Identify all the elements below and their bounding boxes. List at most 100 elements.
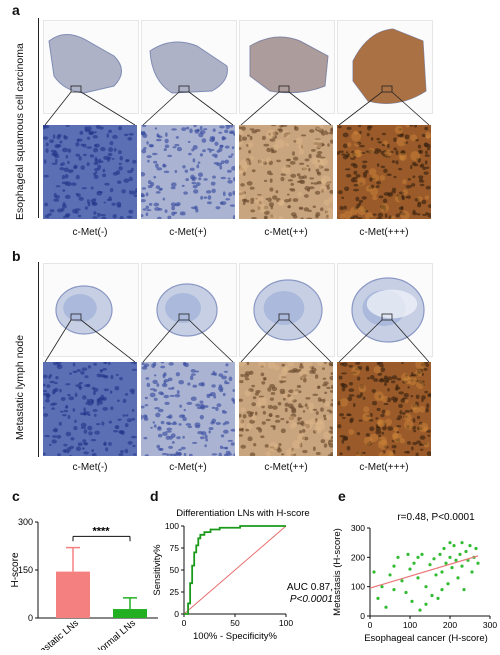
panel-a-thumbnail-4 bbox=[337, 20, 433, 114]
reference-line bbox=[183, 525, 287, 615]
zoom-box bbox=[178, 313, 190, 321]
x-axis-label: 100% - Specificity% bbox=[193, 631, 278, 642]
x-axis-label: Esophageal cancer (H-score) bbox=[364, 633, 488, 644]
p-annotation: P<0.0001 bbox=[290, 594, 333, 605]
x-tick-label: 100 bbox=[279, 618, 293, 628]
panel-e-label: e bbox=[338, 488, 346, 504]
x-tick-label: 200 bbox=[443, 620, 457, 630]
scatter-point bbox=[410, 599, 414, 603]
panel-d-label: d bbox=[150, 488, 159, 504]
scatter-point bbox=[424, 602, 428, 606]
scatter-point bbox=[392, 564, 396, 568]
scatter-point bbox=[380, 585, 384, 589]
lymph-node-core bbox=[263, 291, 305, 325]
tissue-section bbox=[249, 36, 329, 94]
zoom-box bbox=[70, 85, 82, 93]
tissue-section bbox=[48, 34, 122, 94]
y-tick-label: 0 bbox=[360, 611, 365, 621]
scatter-point bbox=[392, 588, 396, 592]
scatter-point bbox=[376, 596, 380, 600]
zoom-line bbox=[142, 91, 180, 126]
panel-b-micrograph-4 bbox=[337, 362, 431, 456]
panel-b-bracket bbox=[38, 262, 39, 457]
zoom-line bbox=[44, 319, 72, 363]
scatter-point bbox=[412, 561, 416, 565]
x-tick-label: 100 bbox=[403, 620, 417, 630]
scatter-point bbox=[450, 566, 454, 570]
panel-b-thumbnail-3 bbox=[239, 263, 335, 357]
tissue-section bbox=[149, 41, 228, 94]
zoom-line bbox=[240, 319, 280, 363]
panel-e-scatter-chart: r=0.48, P<0.0001 0 100 200 300 0 100 200 300 Meta… bbox=[332, 512, 497, 644]
panel-b-caption-1: c-Met(-) bbox=[72, 462, 108, 473]
scatter-point bbox=[440, 570, 444, 574]
panel-a-caption-4: c-Met(+++) bbox=[359, 227, 409, 238]
panel-a-caption-2: c-Met(+) bbox=[169, 227, 207, 238]
panel-d-roc-chart: Differentiation LNs with H-score 0 25 50 75 1… bbox=[152, 508, 333, 642]
bar-2 bbox=[113, 609, 147, 618]
zoom-box bbox=[278, 85, 290, 93]
zoom-line bbox=[391, 319, 430, 363]
x-tick-label: 50 bbox=[230, 618, 240, 628]
zoom-line bbox=[338, 91, 383, 126]
zoom-line bbox=[288, 91, 332, 126]
scatter-point bbox=[404, 590, 408, 595]
zoom-line bbox=[142, 319, 180, 363]
scatter-point bbox=[430, 593, 434, 598]
zoom-box bbox=[381, 313, 393, 321]
scatter-point bbox=[406, 552, 410, 556]
lymph-node-core bbox=[165, 293, 201, 323]
scatter-point bbox=[442, 546, 446, 551]
panel-b-caption-4: c-Met(+++) bbox=[359, 462, 409, 473]
auc-annotation: AUC 0.87, bbox=[287, 582, 333, 593]
y-tick-label: 25 bbox=[170, 587, 180, 597]
scatter-point bbox=[464, 549, 468, 554]
zoom-box bbox=[178, 85, 190, 93]
y-tick-label: 75 bbox=[170, 543, 180, 553]
panel-a-thumbnail-2 bbox=[141, 20, 237, 114]
zoom-line bbox=[80, 91, 136, 126]
scatter-point bbox=[448, 541, 452, 545]
zoom-line bbox=[44, 91, 72, 126]
fit-line bbox=[369, 555, 479, 589]
y-tick-label: 300 bbox=[351, 523, 365, 533]
scatter-point bbox=[424, 585, 428, 589]
panel-b-side-label: Metastatic lymph node bbox=[14, 334, 26, 440]
panel-a-side-label: Esophageal squamous cell carcinoma bbox=[14, 43, 26, 220]
panel-a-bracket bbox=[38, 18, 39, 218]
panel-c-bar-chart: 0 150 300 H-score Metastatic LNs Normal LNs **… bbox=[10, 517, 158, 650]
scatter-point bbox=[416, 555, 420, 559]
y-tick-label: 0 bbox=[28, 613, 33, 623]
panel-b-thumbnail-1 bbox=[43, 263, 139, 357]
panel-b-micrograph-1 bbox=[43, 362, 137, 456]
scatter-point bbox=[474, 546, 478, 551]
zoom-line bbox=[188, 91, 234, 126]
y-tick-label: 0 bbox=[174, 609, 179, 619]
scatter-point bbox=[470, 570, 474, 574]
scatter-point bbox=[396, 555, 400, 559]
panel-a-micrograph-4 bbox=[337, 125, 431, 219]
lymph-node-core bbox=[63, 294, 97, 322]
scatter-point bbox=[418, 608, 422, 612]
category-label-1: Metastatic LNs bbox=[26, 618, 81, 650]
stain-overlay bbox=[353, 29, 426, 104]
x-tick-label: 300 bbox=[483, 620, 497, 630]
panel-b-zoom-lines bbox=[44, 313, 430, 363]
scatter-point bbox=[420, 552, 424, 556]
scatter-point bbox=[438, 552, 442, 556]
x-tick-label: 0 bbox=[368, 620, 373, 630]
scatter-point bbox=[440, 588, 444, 592]
scatter-point bbox=[408, 567, 412, 571]
scatter-point bbox=[416, 576, 420, 580]
scatter-point bbox=[434, 573, 438, 577]
category-label-2: Normal LNs bbox=[92, 618, 138, 650]
panel-b-caption-2: c-Met(+) bbox=[169, 462, 207, 473]
y-tick-label: 300 bbox=[18, 517, 33, 527]
zoom-box bbox=[278, 313, 290, 321]
y-tick-label: 50 bbox=[170, 565, 180, 575]
zoom-line bbox=[188, 319, 234, 363]
roc-curve bbox=[184, 525, 286, 615]
scatter-point bbox=[388, 573, 392, 577]
scatter-point bbox=[372, 570, 376, 574]
scatter-point bbox=[400, 579, 404, 583]
